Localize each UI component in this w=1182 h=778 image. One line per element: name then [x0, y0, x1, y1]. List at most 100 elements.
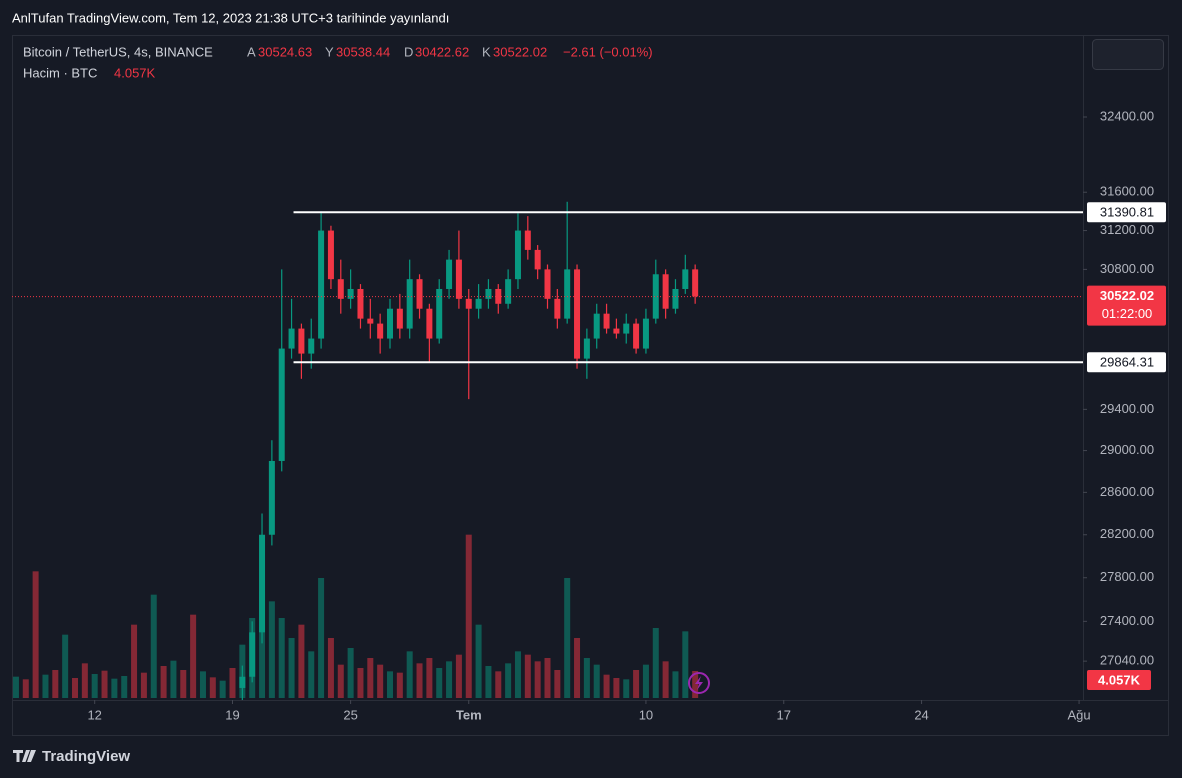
publish-info: AnlTufan TradingView.com, Tem 12, 2023 2…	[12, 10, 449, 25]
candle-body	[416, 279, 423, 309]
volume-bar	[347, 648, 354, 698]
volume-bar	[623, 679, 630, 698]
x-tick-label: 10	[639, 707, 653, 722]
volume-bar	[337, 664, 344, 698]
legend-value: 30538.44	[336, 44, 390, 59]
alert-icon[interactable]	[688, 672, 710, 694]
candle-body	[544, 269, 551, 299]
volume-bar	[140, 672, 147, 698]
y-tick-label: 29400.00	[1100, 401, 1154, 416]
candle-body	[652, 274, 659, 319]
candle-body	[387, 308, 393, 339]
volume-bar	[288, 638, 295, 698]
countdown-label: 01:22:00	[1102, 306, 1153, 321]
candle-body	[465, 298, 472, 309]
volume-bar	[564, 578, 571, 698]
price-change: −2.61 (−0.01%)	[563, 44, 653, 59]
volume-bar	[495, 671, 502, 698]
candle-body	[268, 460, 275, 535]
volume-bar	[101, 670, 108, 698]
volume-bar	[22, 679, 29, 698]
candle-body	[288, 328, 295, 349]
volume-bar	[633, 670, 640, 698]
volume-bar	[377, 664, 384, 698]
price-tags: 31390.81 29864.31 30522.02 01:22:00 4.057K	[1087, 202, 1166, 690]
x-tick-label: Tem	[456, 707, 482, 722]
candle-body	[603, 313, 610, 329]
y-tick-label: 31600.00	[1100, 184, 1154, 199]
volume-bar	[583, 658, 590, 698]
volume-bar	[396, 672, 403, 698]
candle-body	[514, 230, 521, 280]
y-tick-label: 30800.00	[1100, 261, 1154, 276]
toolbar-button[interactable]	[1092, 39, 1164, 70]
candle-body	[692, 269, 699, 297]
volume-bar	[278, 618, 285, 698]
y-tick-label: 31200.00	[1100, 222, 1154, 237]
y-tick-label: 27400.00	[1100, 613, 1154, 628]
plot-area	[12, 201, 1083, 700]
volume-bar	[91, 674, 98, 698]
volume-tag-label: 4.057K	[1098, 672, 1141, 687]
candle-body	[455, 259, 462, 299]
candle-body	[446, 259, 453, 289]
volume-bar	[160, 666, 167, 698]
y-tick-label: 32400.00	[1100, 108, 1154, 123]
volume-bar	[446, 661, 453, 698]
candle-body	[436, 288, 443, 339]
volume-bar	[81, 663, 88, 698]
brand-name: TradingView	[42, 748, 130, 765]
volume-bar	[62, 634, 69, 698]
volume-bar	[642, 664, 649, 698]
legend-key: Y	[325, 44, 334, 59]
volume-bar	[534, 661, 541, 698]
volume-bar	[692, 670, 699, 698]
symbol-title: Bitcoin / TetherUS, 4s, BINANCE	[23, 44, 213, 59]
candle-body	[298, 328, 305, 354]
level-tag-label: 29864.31	[1100, 355, 1154, 370]
candle-body	[357, 288, 364, 319]
alert-bolt	[695, 676, 703, 690]
volume-bar	[574, 638, 581, 698]
volume-bar	[426, 658, 433, 698]
y-tick-label: 27040.00	[1100, 653, 1154, 668]
candle-body	[662, 274, 669, 309]
candle-body	[426, 308, 433, 339]
x-tick-label: 19	[225, 707, 239, 722]
level-tag	[1087, 352, 1166, 373]
candle-body	[574, 269, 581, 359]
volume-bar	[180, 670, 187, 698]
volume-value: 4.057K	[114, 65, 156, 80]
candle-body	[613, 328, 620, 334]
candle-body	[337, 279, 344, 299]
volume-bar	[475, 624, 482, 698]
volume-bar	[72, 678, 78, 698]
x-tick-label: 12	[87, 707, 101, 722]
legend-key: K	[482, 44, 491, 59]
volume-bar	[485, 666, 492, 698]
candle-body	[564, 269, 571, 319]
volume-bar	[682, 631, 689, 698]
volume-title: Hacim · BTC	[23, 65, 97, 80]
volume-bar	[318, 578, 325, 698]
candle-body	[505, 279, 512, 304]
x-tick-label: 17	[777, 707, 791, 722]
legend-value: 30422.62	[415, 44, 469, 59]
volume-bar	[327, 638, 334, 698]
volume-bar	[613, 678, 620, 698]
volume-bar	[544, 658, 551, 698]
volume-bar	[150, 594, 157, 698]
candle-body	[347, 288, 354, 299]
candle-body	[642, 318, 649, 349]
candle-body	[583, 338, 590, 359]
volume-bar	[505, 663, 512, 698]
candle-body	[672, 288, 679, 309]
chart-panel	[12, 35, 1169, 736]
x-tick-label: 25	[343, 707, 357, 722]
volume-bar	[209, 677, 216, 698]
candle-body	[406, 279, 413, 329]
volume-bar	[662, 661, 669, 698]
candle-body	[278, 348, 285, 461]
volume-bar	[514, 651, 521, 698]
